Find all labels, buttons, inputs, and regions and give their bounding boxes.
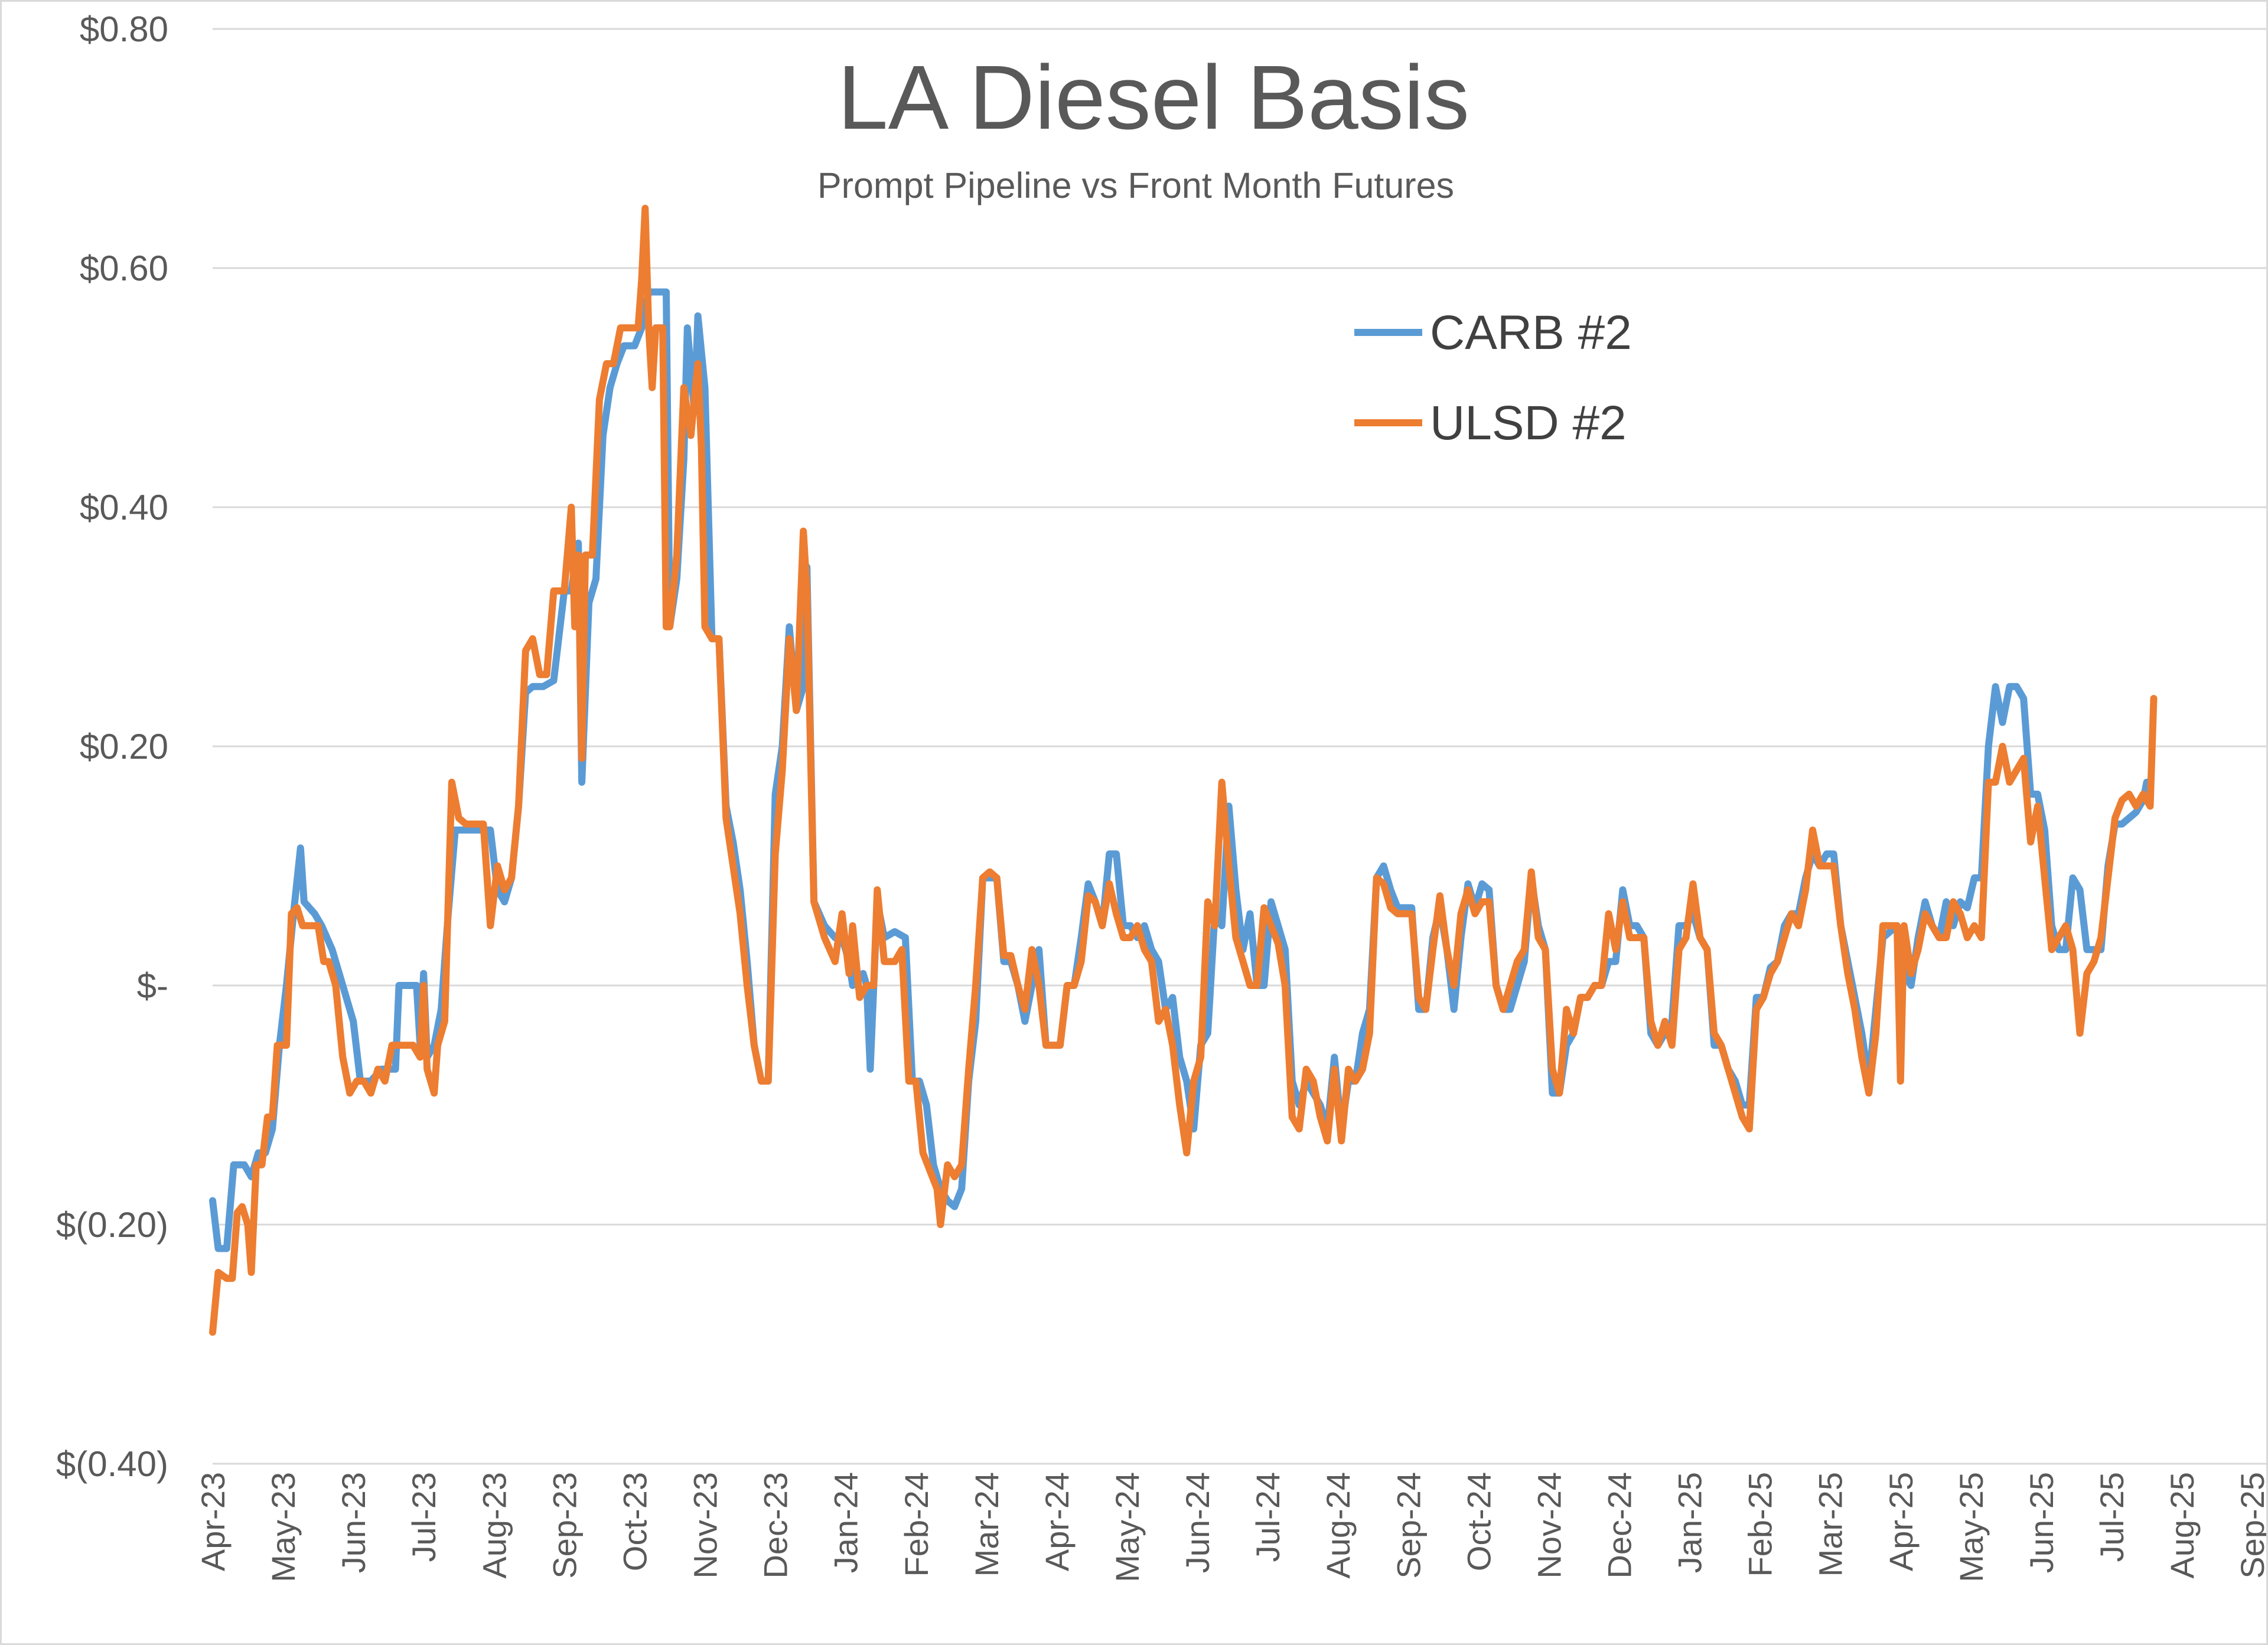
y-tick-label: $(0.40) [56, 1444, 168, 1484]
x-tick-label: Aug-25 [2163, 1472, 2201, 1579]
gridlines [213, 28, 2266, 1465]
x-tick-label: Apr-25 [1882, 1472, 1920, 1571]
x-tick-label: May-24 [1109, 1472, 1146, 1582]
x-tick-label: Apr-24 [1038, 1472, 1076, 1571]
y-tick-label: $0.80 [80, 9, 168, 49]
x-tick-label: Aug-23 [475, 1472, 513, 1579]
x-tick-label: Feb-25 [1742, 1472, 1779, 1577]
x-tick-label: Jun-23 [335, 1472, 372, 1573]
x-tick-label: Jun-25 [2023, 1472, 2060, 1573]
x-tick-label: Nov-24 [1530, 1472, 1568, 1579]
legend-label-ulsd: ULSD #2 [1430, 396, 1627, 450]
x-tick-label: Dec-24 [1601, 1472, 1638, 1579]
x-tick-label: Jul-23 [405, 1472, 442, 1562]
legend-item-ulsd: ULSD #2 [1354, 396, 1627, 450]
chart-subtitle: Prompt Pipeline vs Front Month Futures [817, 165, 1454, 205]
x-tick-label: Mar-24 [968, 1472, 1005, 1577]
x-tick-label: Nov-23 [687, 1472, 724, 1579]
x-tick-label: Feb-24 [898, 1472, 935, 1577]
x-tick-label: Mar-25 [1812, 1472, 1849, 1577]
x-tick-label: Sep-24 [1390, 1472, 1427, 1579]
x-tick-label: Sep-25 [2234, 1472, 2266, 1579]
chart-title: LA Diesel Basis [838, 47, 1469, 148]
series-line-ulsd-2 [209, 204, 2158, 1336]
y-axis: $0.80 $0.60 $0.40 $0.20 $- $(0.20) $(0.40) [56, 9, 168, 1484]
series-lines [209, 204, 2158, 1336]
x-tick-label: Jul-24 [1249, 1472, 1286, 1562]
x-tick-label: Sep-23 [546, 1472, 583, 1579]
x-tick-label: Jun-24 [1179, 1472, 1216, 1573]
x-axis: Apr-23 May-23 Jun-23 Jul-23 Aug-23 Sep-23 Oct-… [194, 1472, 2266, 1582]
x-tick-label: Jul-25 [2093, 1472, 2130, 1562]
legend-item-carb: CARB #2 [1354, 306, 1632, 360]
x-tick-label: Jan-24 [827, 1472, 865, 1573]
y-tick-label: $0.40 [80, 488, 168, 527]
x-tick-label: Oct-24 [1460, 1472, 1497, 1571]
y-tick-label: $0.60 [80, 249, 168, 288]
x-tick-label: Jan-25 [1671, 1472, 1709, 1573]
x-tick-label: Aug-24 [1319, 1472, 1357, 1579]
y-tick-label: $- [137, 966, 168, 1006]
x-tick-label: Oct-23 [616, 1472, 653, 1571]
x-tick-label: May-23 [265, 1472, 302, 1582]
legend: CARB #2 ULSD #2 [1354, 306, 1632, 450]
legend-label-carb: CARB #2 [1430, 306, 1632, 360]
x-tick-label: May-25 [1953, 1472, 1990, 1582]
y-tick-label: $0.20 [80, 727, 168, 766]
y-tick-label: $(0.20) [56, 1205, 168, 1245]
series-line-carb-2 [209, 288, 2150, 1252]
x-tick-label: Apr-23 [194, 1472, 232, 1571]
x-tick-label: Dec-23 [757, 1472, 794, 1579]
